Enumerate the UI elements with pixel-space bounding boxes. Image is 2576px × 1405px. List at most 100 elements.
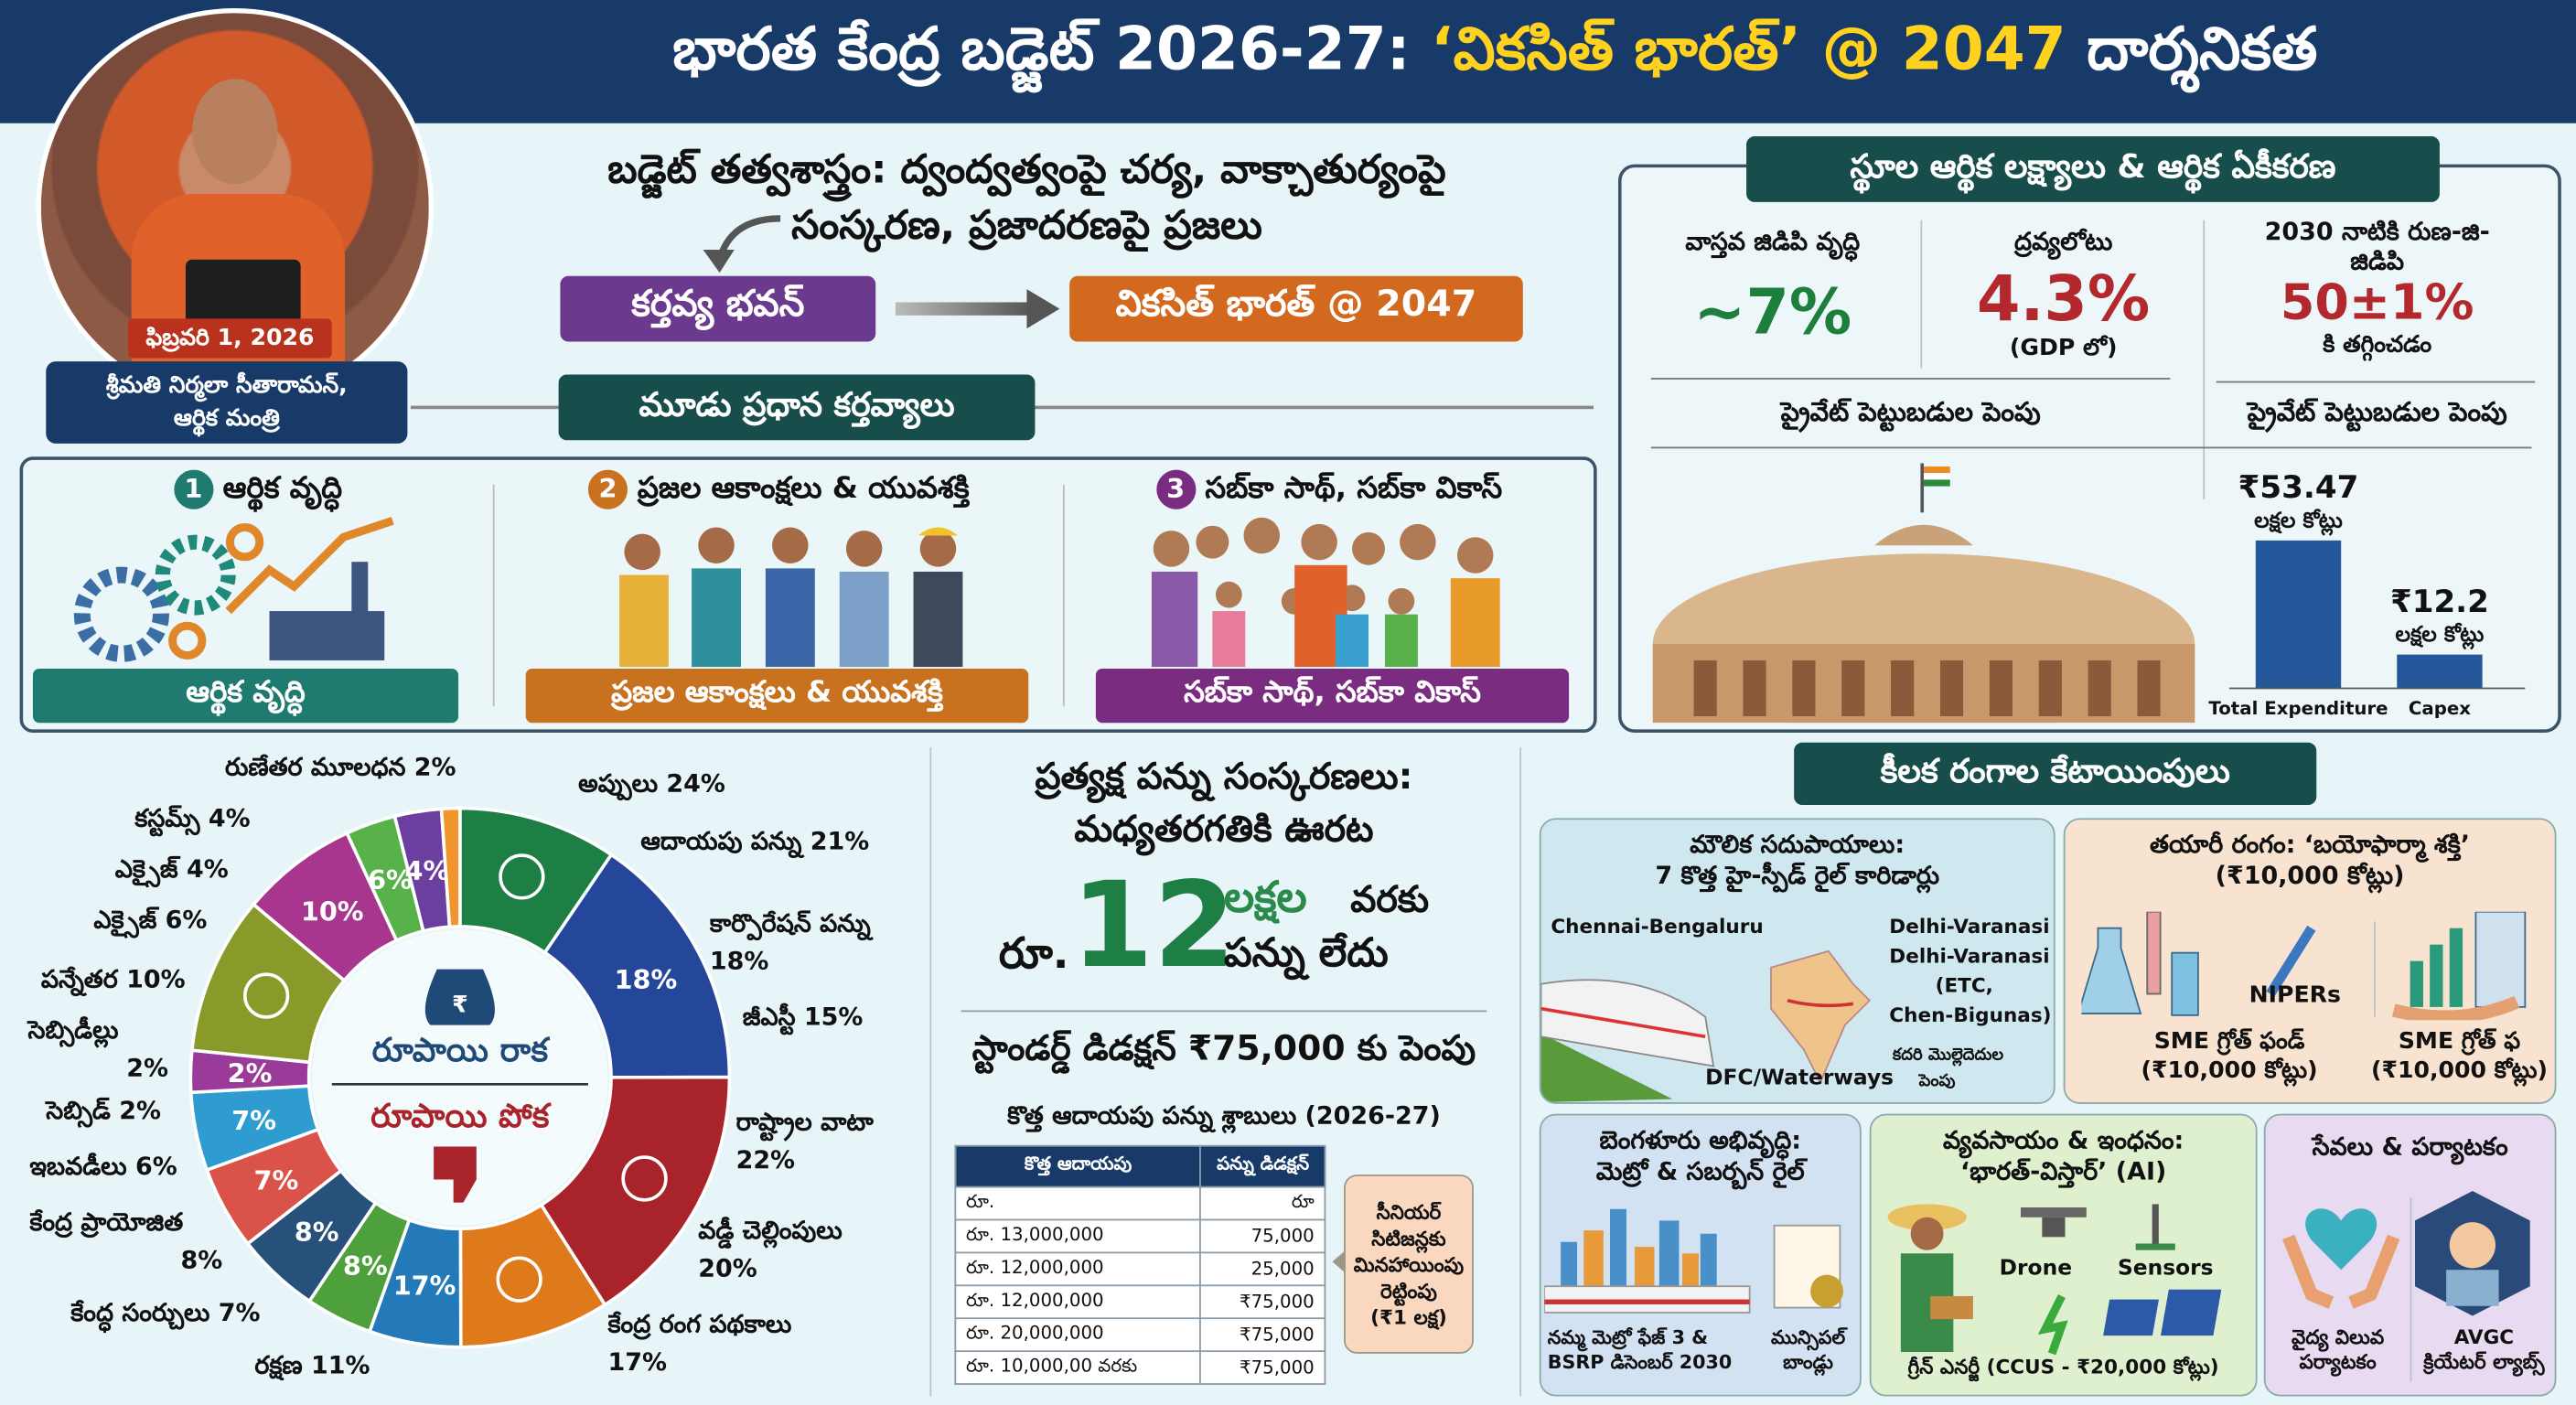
outer-label-line: రుణేతర మూలధన 2% [225,752,456,782]
medical-avgc-icon [2282,1191,2530,1316]
infra-note: కదరి మొల్లెదెదుల [1892,1046,2004,1065]
outer-label-line: 20% [698,1253,757,1283]
stat-sub: కి తగ్గించడం [2323,331,2432,359]
viksit-bharat-box: వికసిత్ భారత్ @ 2047 [1069,275,1523,342]
tax-reform-heading: ప్రత్యక్ష పన్ను సంస్కరణలు: మధ్యతరగతికి ఊ… [945,753,1504,858]
donut-outer-label: ఎక్సైజ్ 4% [115,851,229,888]
minister-role: ఆర్థిక మంత్రి [173,405,280,433]
family-group-icon [1151,517,1500,668]
outer-label-line: ఎక్సైజ్ 4% [114,853,229,885]
column-header: కొత్త ఆదాయపు [954,1144,1202,1188]
fund-name: SME గ్రోత్ ఫండ్ [2153,1028,2305,1055]
agri-energy-card: వ్యవసాయం & ఇంధనం: ‘భారత్-విస్తార్’ (AI) D… [1869,1113,2258,1397]
lakh-text: లక్షల [1223,874,1307,924]
photo-face [192,79,278,185]
pillar-number: 1 [173,469,213,509]
outer-label-line: ఆదాయపు పన్ను 21% [640,826,870,856]
table-row: రూ. 13,000,000 75,000 [954,1218,1326,1254]
divider [1519,747,1522,1397]
pillar-number: 2 [587,469,628,509]
bar [2255,540,2342,689]
divider [1920,220,1923,369]
pillar-number: 3 [1155,469,1196,509]
pillar-title: 1 ఆర్థిక వృద్ధి [23,469,493,513]
card-title-line: తయారీ రంగం: ‘బయోఫార్మా శక్తి’ [2150,829,2471,860]
outer-label-line: రాష్ట్రాల వాటా [735,1107,874,1137]
divider [929,747,932,1397]
kartavya-bhavan-box: కర్తవ్య భవన్ [560,275,876,342]
donut-outer-label: కేంద్ర ప్రాయోజిత 8% [29,1204,222,1280]
bank-counter-icon [496,1256,542,1303]
card-title-line: వ్యవసాయం & ఇంధనం: [1943,1125,2184,1155]
segment-label: 8% [343,1250,388,1282]
metro-text: నమ్మ మెట్రో ఫేజ్ 3 & BSRP డిసెంబర్ 2030 [1548,1325,1733,1375]
card-title: సేవలు & పర్యాటకం [2312,1132,2508,1162]
stat-sub: (GDP లో) [2009,335,2118,362]
metro-line: నమ్మ మెట్రో ఫేజ్ 3 & [1547,1325,1709,1349]
outer-label-line: కేంద్ర ప్రాయోజిత [29,1207,184,1238]
donut-outer-label: జీఎస్టీ 15% [743,999,864,1036]
stat-gdp-growth: వాస్తవ జిడిపి వృద్ధి ~7% [1628,217,1917,349]
segment-label: 2% [228,1057,273,1089]
route-label: (ETC, [1935,973,1993,998]
pillar-title-text: ఆర్థిక వృద్ధి [222,471,343,507]
donut-outer-label: ఆదాయపు పన్ను 21% [640,823,869,861]
cash-icon [499,853,545,900]
card-title-line: 7 కొత్త హై-స్పీడ్ రైల్ కారిడార్లు [1655,861,1940,891]
macro-heading: స్థూల ఆర్థిక లక్ష్యాలు & ఆర్థిక ఏకీకరణ [1746,136,2440,202]
fund-amount: (₹10,000 కోట్లు) [2370,1057,2548,1085]
sme-fund-1: SME గ్రోత్ ఫండ్ (₹10,000 కోట్లు) [2114,1026,2344,1086]
medical-line: వైద్య విలువ [2291,1325,2385,1349]
bonds-text: మున్సిపల్ బాండ్లు [1771,1325,1845,1375]
route-label: Delhi-Varanasi [1889,944,2050,968]
tax-free-limit: 12 [1070,855,1236,994]
stat-debt-gdp: 2030 నాటికి రుణ-జి-జిడిపి 50±1% కి తగ్గి… [2246,217,2508,363]
table-cell: రూ. 20,000,000 [954,1317,1202,1353]
title-part: భారత కేంద్ర బడ్జెట్ 2026-27: [672,16,1432,84]
donut-outer-label: ఎక్సైజ్ 6% [93,902,207,939]
bar-value-label: ₹12.2 [2390,584,2489,620]
donut-segment [439,806,462,929]
donut-center [312,929,608,1226]
card-title-line: ‘భారత్-విస్తార్’ (AI) [1960,1156,2167,1186]
table-row: రూ. 10,000,00 వరకు ₹75,000 [954,1350,1326,1385]
outer-label-line: 17% [607,1346,667,1377]
divider [2374,921,2376,1017]
outer-label-line: జీఎస్టీ 15% [742,1002,864,1032]
avgc-line: AVGC [2453,1325,2515,1349]
medical-line: పర్యాటకం [2299,1350,2377,1374]
card-title: తయారీ రంగం: ‘బయోఫార్మా శక్తి’ (₹10,000 కో… [2065,830,2554,892]
pillar-1: 1 ఆర్థిక వృద్ధి ఆర్థిక వృద్ధి [23,460,493,730]
segment-label: 18% [615,964,678,995]
city-metro-icon [1544,1208,1844,1314]
donut-outer-label: రాష్ట్రాల వాటా 22% [736,1104,874,1180]
outer-label-line: పన్నేతర 10% [40,964,186,994]
title-highlight: ‘వికసిత్ భారత్’ @ 2047 [1431,16,2066,84]
segment-label: 7% [253,1164,298,1196]
three-duties-heading: మూడు ప్రధాన కర్తవ్యాలు [558,374,1036,441]
sensors-label: Sensors [2117,1256,2214,1282]
segment-label: 8% [295,1217,339,1248]
segment-label: 6% [368,864,413,896]
right-arrow-icon [895,289,1060,329]
donut-outer-label: రక్షణ 11% [254,1347,370,1385]
curved-arrow-icon [703,215,781,273]
services-card: సేవలు & పర్యాటకం వైద్య విలువ పర్యాటకం AVG… [2263,1113,2557,1397]
donut-segment [539,1075,732,1307]
divider [1650,446,2532,449]
outer-label-line: కార్పొరేషన్ పన్ను [709,908,871,938]
parliament-building-icon [1652,463,2195,724]
green-energy-label: గ్రీన్ ఎనర్జీ (CCUS - ₹20,000 కోట్లు) [1907,1355,2219,1378]
stat-label: 2030 నాటికి రుణ-జి-జిడిపి [2264,217,2490,276]
bonds-line: బాండ్లు [1783,1350,1833,1374]
table-cell: 75,000 [1199,1218,1326,1254]
bonds-line: మున్సిపల్ [1771,1325,1846,1349]
outer-label-line: వడ్డీ చెల్లింపులు [698,1215,843,1246]
segment-label: 7% [231,1105,276,1136]
table-row: రూ. 20,000,000 ₹75,000 [954,1317,1326,1353]
bar-category-label: Total Expenditure [2208,698,2388,719]
callout-line: మినహాయింపు [1353,1252,1465,1276]
table-cell: రూ. 12,000,000 [954,1251,1202,1287]
table-cell: రూ. 10,000,00 వరకు [954,1350,1202,1385]
philosophy-line: సంస్కరణ, ప్రజాదరణపై ప్రజలు [791,201,1262,249]
